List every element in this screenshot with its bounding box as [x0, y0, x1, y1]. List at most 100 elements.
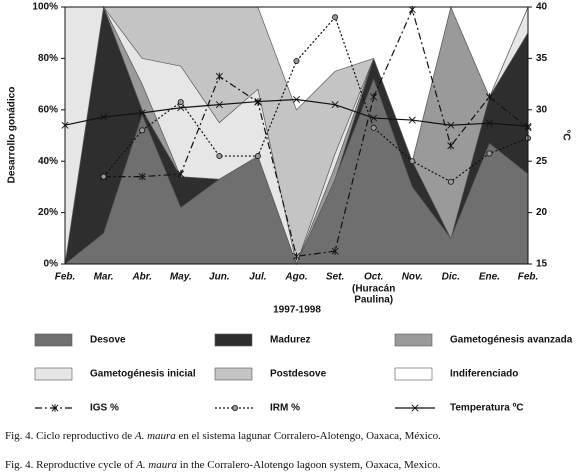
marker — [447, 178, 454, 185]
marker — [447, 141, 455, 150]
marker-circle — [216, 153, 223, 160]
marker — [177, 170, 185, 178]
caption-part: en el sistema lagunar Corralero-Alotengo… — [176, 430, 441, 442]
marker-circle — [447, 178, 454, 185]
marker-circle — [177, 99, 184, 106]
marker — [216, 153, 223, 160]
caption-part: in the Corralero-Alotengo lagoon system,… — [177, 459, 441, 471]
marker-circle — [332, 14, 339, 21]
legend-label: Postdesove — [270, 369, 327, 380]
x-tick-label: Ago. — [284, 272, 307, 283]
x-tick-label: Ene. — [479, 272, 500, 283]
legend-label: Indiferenciado — [450, 369, 518, 380]
marker-stroke — [100, 113, 108, 121]
y2-tick-label: 15 — [536, 259, 548, 270]
marker-circle — [293, 57, 300, 64]
x-tick-label: Oct. — [364, 272, 383, 283]
legend-marker — [411, 404, 419, 412]
marker — [254, 153, 261, 160]
marker-stroke — [411, 404, 419, 412]
legend-swatch — [34, 333, 73, 347]
x-tick-label: Feb. — [518, 272, 539, 283]
marker — [370, 114, 378, 122]
marker — [254, 98, 262, 106]
y2-tick-label: 40 — [536, 2, 548, 13]
y2-tick-label: 30 — [536, 104, 548, 115]
marker — [215, 101, 223, 109]
marker — [138, 109, 146, 117]
y-tick-label: 100% — [32, 2, 58, 13]
marker — [409, 158, 416, 165]
marker — [100, 113, 108, 121]
marker — [485, 93, 493, 101]
legend-label: Gametogénesis inicial — [90, 369, 196, 380]
y-axis-title: Desarrollo gonádico — [7, 87, 18, 184]
marker-circle — [139, 127, 146, 134]
marker-circle — [231, 404, 238, 411]
marker — [292, 252, 301, 261]
marker — [177, 99, 184, 106]
x-tick-label: Feb. — [55, 272, 76, 283]
y-tick-label: 20% — [38, 207, 58, 218]
legend-swatch — [214, 367, 253, 381]
x-tick-note: Paulina) — [354, 295, 393, 306]
legend-swatch — [394, 367, 433, 381]
marker — [138, 172, 146, 181]
marker — [370, 93, 378, 101]
legend-label: Temperatura ºC — [450, 403, 524, 414]
y-tick-label: 80% — [38, 53, 58, 64]
marker-circle — [486, 150, 493, 157]
legend-label: IGS % — [90, 403, 119, 414]
y-tick-label: 0% — [44, 259, 59, 270]
line — [103, 16, 529, 183]
marker-circle — [370, 124, 377, 131]
marker — [292, 96, 301, 104]
legend-label: Desove — [90, 335, 126, 346]
marker-stroke — [215, 101, 223, 109]
legend-label: IRM % — [270, 403, 300, 414]
marker — [293, 57, 300, 64]
legend-marker — [51, 404, 59, 412]
caption-part: Fig. 4. Ciclo reproductivo de — [5, 430, 135, 442]
legend-swatch — [394, 333, 433, 347]
x-tick-label: Abr. — [131, 272, 151, 283]
marker-stroke — [254, 98, 262, 106]
legend-swatch — [214, 333, 253, 347]
x-axis-title: 1997-1998 — [273, 305, 321, 316]
marker-stroke — [331, 101, 339, 109]
y2-axis-title: °C — [560, 129, 571, 140]
marker — [100, 173, 107, 180]
marker-stroke — [485, 119, 493, 127]
x-tick-label: Dic. — [442, 272, 460, 283]
x-tick-label: Jul. — [249, 272, 266, 283]
caption-part: A. maura — [134, 430, 176, 442]
plot-frame — [64, 6, 529, 265]
y-tick-label: 60% — [38, 104, 58, 115]
marker-stroke — [177, 104, 185, 112]
x-tick-label: Jun. — [209, 272, 230, 283]
marker-circle — [254, 153, 261, 160]
marker-circle — [409, 158, 416, 165]
marker — [486, 150, 493, 157]
y2-tick-label: 35 — [536, 53, 548, 64]
caption-part: Fig. 4. Reproductive cycle of — [5, 459, 136, 471]
marker — [332, 14, 339, 21]
legend-swatch — [34, 367, 73, 381]
marker — [370, 124, 377, 131]
x-tick-label: Nov. — [402, 272, 423, 283]
marker — [485, 119, 493, 127]
y2-tick-label: 20 — [536, 207, 548, 218]
caption: Fig. 4. Reproductive cycle of A. maura i… — [5, 459, 441, 471]
legend-marker — [231, 404, 238, 411]
x-tick-note: (Huracán — [352, 284, 395, 295]
y2-tick-label: 25 — [536, 156, 548, 167]
y-tick-label: 40% — [38, 156, 58, 167]
caption-part: A. maura — [135, 459, 177, 471]
marker-stroke — [292, 96, 301, 104]
marker — [447, 121, 455, 129]
marker-stroke — [408, 116, 416, 124]
x-tick-label: Mar. — [94, 272, 114, 283]
legend-label: Madurez — [270, 335, 311, 346]
marker-stroke — [138, 109, 146, 117]
